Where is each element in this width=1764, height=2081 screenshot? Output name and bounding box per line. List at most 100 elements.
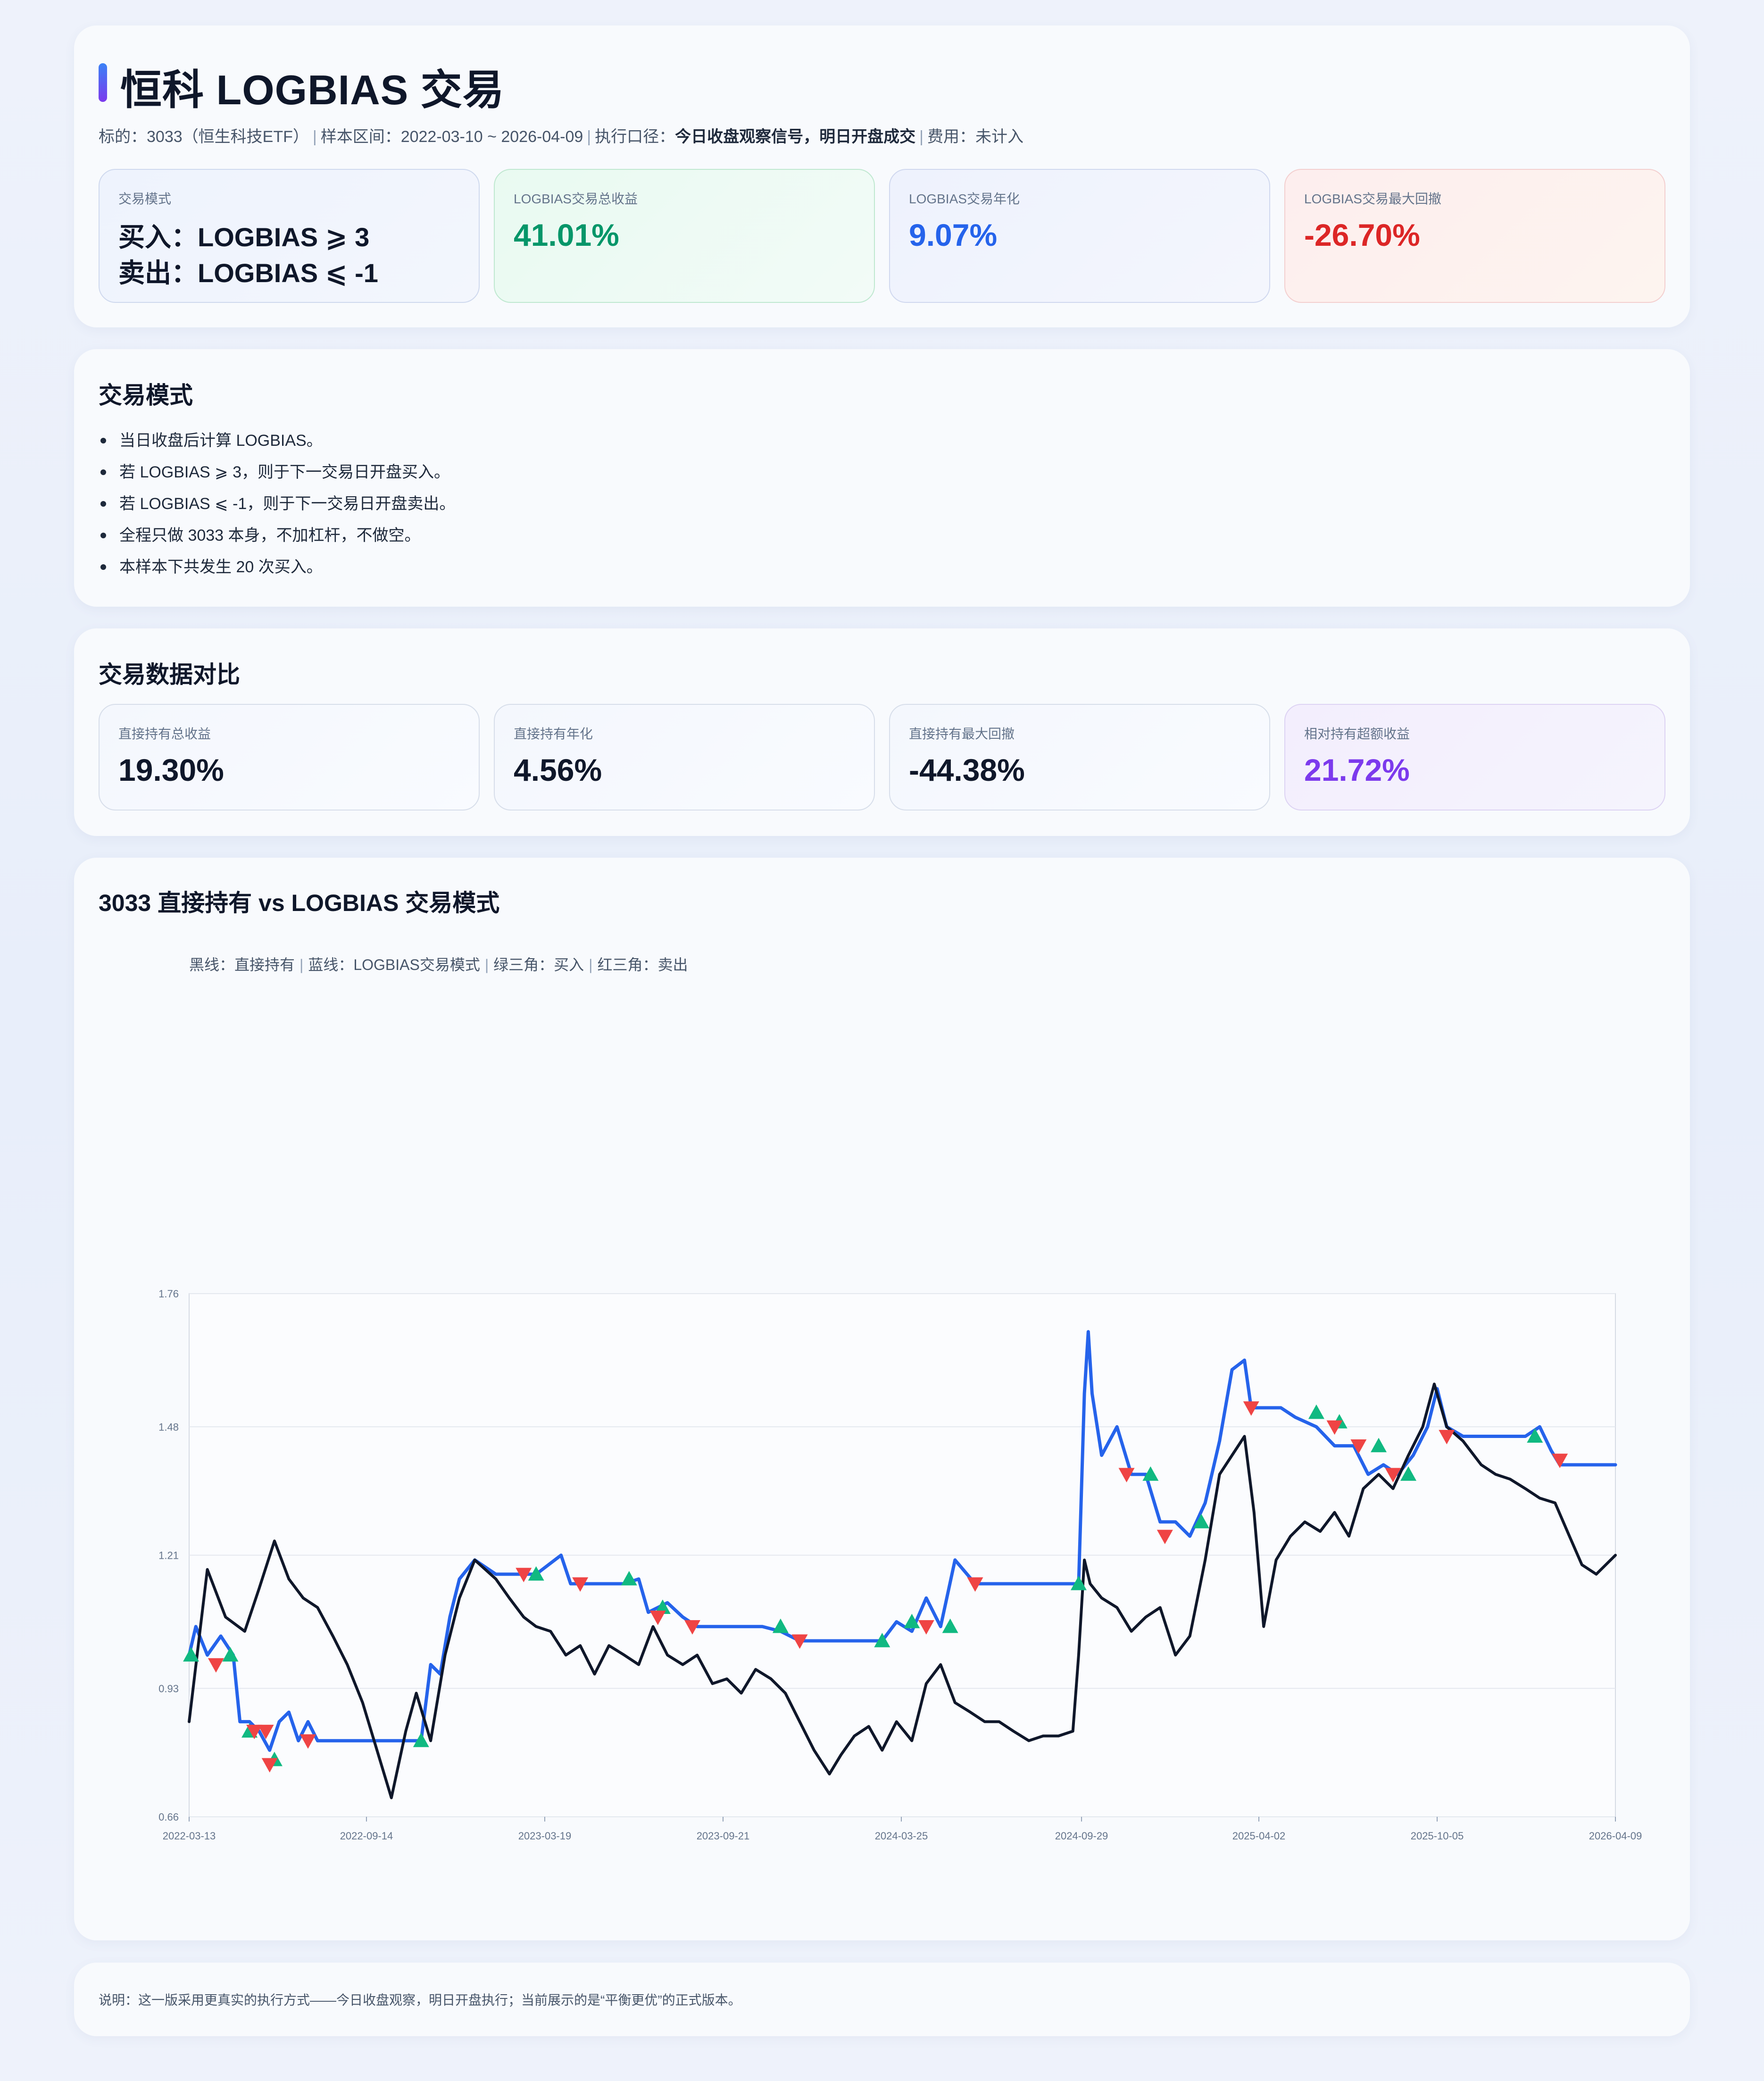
meta-exec-label: 执行口径： [595,128,675,146]
sell-marker [516,1568,532,1582]
legend-separator: | [484,956,489,973]
excess-return-value: 21.72% [1304,752,1410,787]
buy-marker [904,1613,920,1629]
meta-target: 标的：3033（恒生科技ETF） [99,128,309,146]
legend-separator: | [300,956,304,973]
buy-marker [1527,1428,1543,1443]
equity-chart: 0.66 0.93 1.21 1.48 1.76 2022-03-13 2022-09-14… [158,1288,1642,1842]
rule-item: 若 LOGBIAS ⩾ 3，则于下一交易日开盘买入。 [99,461,455,493]
hold-total-return-value: 19.30% [118,752,224,787]
strategy-total-return-label: LOGBIAS交易总收益 [514,192,638,206]
sell-marker [1385,1468,1401,1483]
sell-marker [300,1734,316,1749]
x-tick-label: 2024-09-29 [1055,1830,1108,1842]
sell-marker [1118,1468,1135,1483]
sell-marker [208,1658,224,1673]
legend-separator: | [589,956,593,973]
hold-annual-value: 4.56% [514,752,602,787]
strategy-total-return-tile: LOGBIAS交易总收益 41.01% [494,169,875,303]
strategy-annual-tile: LOGBIAS交易年化 9.07% [889,169,1270,303]
chart-card: 3033 直接持有 vs LOGBIAS 交易模式 黑线：直接持有 | 蓝线：LOG… [74,858,1690,1940]
meta-separator: | [312,128,317,146]
hold-series-line [188,1382,1617,1799]
buy-marker [1193,1513,1210,1529]
rule-item: 当日收盘后计算 LOGBIAS。 [99,429,455,461]
buy-marker [183,1647,200,1662]
x-tick-label: 2025-10-05 [1411,1830,1464,1842]
x-tick-label: 2022-09-14 [340,1830,393,1842]
buy-marker [772,1618,789,1633]
sell-marker [246,1724,263,1739]
excess-return-label: 相对持有超额收益 [1304,727,1410,741]
buy-marker [654,1599,671,1614]
buy-marker [1142,1466,1159,1481]
hold-total-return-label: 直接持有总收益 [118,727,211,741]
buy-marker [1308,1404,1324,1419]
footnote: 说明：这一版采用更真实的执行方式——今日收盘观察，明日开盘执行；当前展示的是“平… [99,1993,741,2007]
buy-marker [1070,1575,1087,1590]
sell-marker [1350,1439,1367,1454]
sell-marker [791,1634,808,1649]
buy-marker [528,1566,544,1581]
hold-annual-tile: 直接持有年化 4.56% [494,704,875,811]
strategy-max-drawdown-label: LOGBIAS交易最大回撤 [1304,192,1441,206]
meta-fee: 费用：未计入 [927,128,1023,146]
strategy-series-line [187,1330,1617,1752]
comparison-title: 交易数据对比 [99,661,240,688]
x-tick-label: 2023-03-19 [518,1830,572,1842]
buy-rule: 买入：LOGBIAS ⩾ 3 [118,222,370,252]
buy-marker [621,1571,637,1586]
sell-marker [261,1758,278,1773]
chart-legend: 黑线：直接持有 | 蓝线：LOGBIAS交易模式 | 绿三角：买入 | 红三角：卖出 [189,953,688,975]
trading-mode-card: 交易模式 当日收盘后计算 LOGBIAS。 若 LOGBIAS ⩾ 3，则于下一… [74,349,1690,607]
sell-marker [918,1620,934,1635]
meta-separator: | [587,128,591,146]
sell-marker [1157,1529,1173,1545]
buy-marker [222,1647,239,1662]
strategy-max-drawdown-value: -26.70% [1304,217,1420,252]
title-accent-bar [99,63,107,102]
sell-marker [1243,1401,1259,1416]
y-tick-label: 1.48 [158,1421,179,1433]
x-tick-label: 2025-04-02 [1232,1830,1286,1842]
meta-line: 标的：3033（恒生科技ETF） | 样本区间：2022-03-10 ~ 2026-… [99,124,1023,147]
chart-title: 3033 直接持有 vs LOGBIAS 交易模式 [99,890,500,916]
y-tick-label: 1.76 [158,1288,179,1300]
legend-sell: 红三角：卖出 [597,956,688,973]
y-tick-label: 1.21 [158,1550,179,1562]
legend-hold: 黑线：直接持有 [189,956,295,973]
strategy-total-return-value: 41.01% [514,217,619,252]
comparison-card: 交易数据对比 直接持有总收益 19.30% 直接持有年化 4.56% 直接持有最… [74,628,1690,836]
y-tick-label: 0.93 [158,1683,179,1695]
rule-item: 若 LOGBIAS ⩽ -1，则于下一交易日开盘卖出。 [99,493,455,524]
buy-marker [1371,1437,1387,1453]
sell-marker [684,1620,700,1635]
hold-max-drawdown-label: 直接持有最大回撤 [909,727,1015,741]
mode-tile-label: 交易模式 [118,192,172,206]
rule-list: 当日收盘后计算 LOGBIAS。 若 LOGBIAS ⩾ 3，则于下一交易日开盘… [99,429,455,587]
x-tick-label: 2022-03-13 [163,1830,216,1842]
hold-total-return-tile: 直接持有总收益 19.30% [99,704,480,811]
page-title: 恒科 LOGBIAS 交易 [120,67,505,113]
buy-marker [413,1732,429,1747]
strategy-annual-value: 9.07% [909,217,998,252]
meta-exec-value: 今日收盘观察信号，明日开盘成交 [675,128,916,146]
rule-item: 全程只做 3033 本身，不加杠杆，不做空。 [99,524,455,556]
sell-rule: 卖出：LOGBIAS ⩽ -1 [118,258,378,288]
rule-item: 本样本下共发生 20 次买入。 [99,556,455,587]
y-tick-label: 0.66 [158,1811,179,1823]
trading-mode-title: 交易模式 [99,382,193,409]
x-tick-label: 2026-04-09 [1589,1830,1642,1842]
sell-marker [258,1724,274,1739]
strategy-max-drawdown-tile: LOGBIAS交易最大回撤 -26.70% [1284,169,1665,303]
meta-separator: | [919,128,924,146]
strategy-annual-label: LOGBIAS交易年化 [909,192,1020,206]
sell-marker [1552,1454,1568,1468]
sell-marker [1326,1420,1343,1435]
legend-strategy: 蓝线：LOGBIAS交易模式 [308,956,480,973]
buy-marker [1400,1466,1417,1481]
buy-marker [942,1618,958,1633]
hold-max-drawdown-value: -44.38% [909,752,1025,787]
sell-marker [967,1577,983,1592]
x-tick-label: 2024-03-25 [875,1830,928,1842]
